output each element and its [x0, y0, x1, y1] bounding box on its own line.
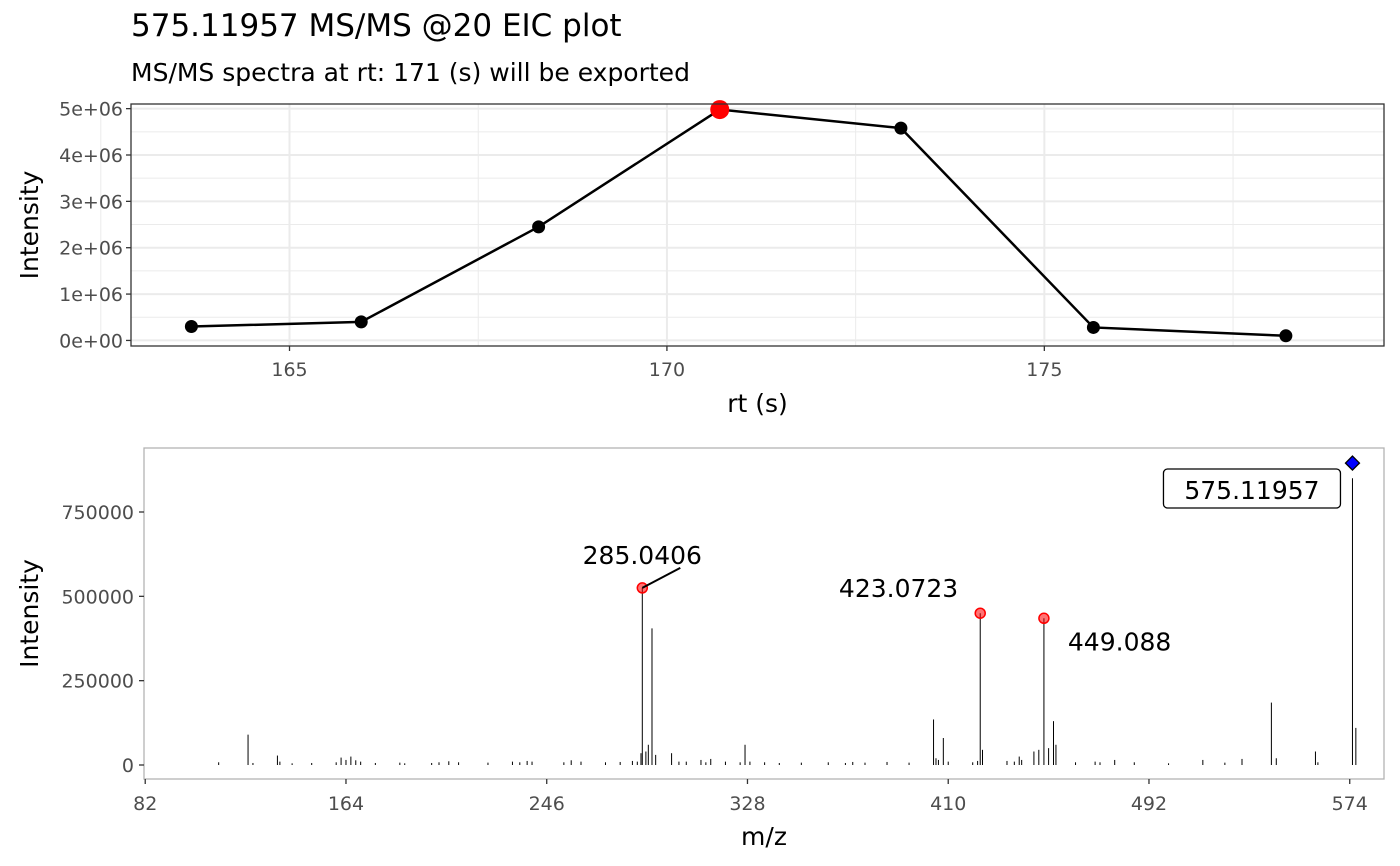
x-tick-label: 410	[930, 793, 966, 815]
x-tick-label: 164	[328, 793, 364, 815]
x-tick-label: 246	[529, 793, 565, 815]
eic-point	[1086, 320, 1100, 334]
x-tick-label: 170	[649, 359, 685, 381]
peak-label: 449.088	[1068, 627, 1171, 656]
eic-line	[191, 108, 1286, 338]
y-tick-label: 1e+06	[59, 284, 123, 306]
precursor-marker	[1344, 455, 1361, 472]
peak-label: 285.0406	[583, 541, 702, 570]
x-tick-label: 175	[1026, 359, 1062, 381]
y-tick-label: 2e+06	[59, 238, 123, 260]
ms2-spectrum-plot: 285.0406 423.0723 449.088 575.11957 0 250000 5…	[15, 447, 1385, 851]
y-axis-title: Intensity	[15, 170, 44, 279]
x-tick-label: 328	[729, 793, 765, 815]
eic-point	[184, 320, 198, 334]
x-tick-label: 165	[271, 359, 307, 381]
eic-point	[1279, 329, 1293, 343]
eic-point	[532, 220, 546, 234]
precursor-label-box	[1162, 468, 1342, 509]
x-tick-label: 574	[1332, 793, 1368, 815]
x-axis-title: m/z	[741, 822, 787, 851]
ms2-panel-border	[143, 447, 1385, 780]
figure-subtitle: MS/MS spectra at rt: 171 (s) will be exp…	[131, 58, 690, 87]
x-axis-title: rt (s)	[727, 389, 788, 418]
labeled-peak-marker	[1038, 612, 1050, 625]
label-leader-line	[641, 567, 681, 589]
y-tick-label: 4e+06	[59, 145, 123, 167]
precursor-label: 575.11957	[1184, 476, 1319, 505]
eic-point	[354, 315, 368, 329]
y-tick-label: 5e+06	[59, 99, 123, 121]
y-tick-label: 0e+00	[59, 330, 123, 352]
y-tick-label: 750000	[61, 502, 134, 524]
x-tick-label: 492	[1131, 793, 1167, 815]
labeled-peak-marker	[974, 607, 986, 619]
x-tick-label: 82	[133, 793, 157, 815]
figure-title: 575.11957 MS/MS @20 EIC plot	[131, 8, 622, 44]
y-tick-label: 250000	[61, 671, 134, 693]
eic-point	[894, 121, 908, 135]
y-tick-label: 0	[122, 755, 134, 777]
peak-label: 423.0723	[839, 574, 958, 603]
eic-panel-border	[130, 103, 1385, 347]
y-tick-label: 500000	[61, 586, 134, 608]
selected-rt-point	[710, 100, 730, 120]
y-tick-label: 3e+06	[59, 191, 123, 213]
eic-plot: 0e+00 1e+06 2e+06 3e+06 4e+06 5e+06 165 170 175 r…	[15, 99, 1385, 418]
y-axis-title: Intensity	[15, 559, 44, 668]
